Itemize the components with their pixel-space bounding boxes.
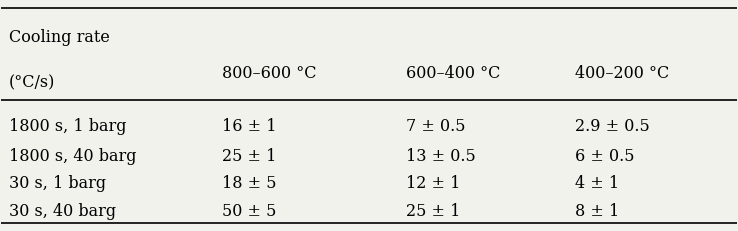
Text: 600–400 °C: 600–400 °C: [406, 65, 500, 82]
Text: 13 ± 0.5: 13 ± 0.5: [406, 148, 475, 165]
Text: 800–600 °C: 800–600 °C: [222, 65, 317, 82]
Text: (°C/s): (°C/s): [9, 74, 55, 91]
Text: 16 ± 1: 16 ± 1: [222, 119, 277, 135]
Text: 1800 s, 40 barg: 1800 s, 40 barg: [9, 148, 137, 165]
Text: 6 ± 0.5: 6 ± 0.5: [575, 148, 635, 165]
Text: 25 ± 1: 25 ± 1: [406, 203, 460, 220]
Text: 50 ± 5: 50 ± 5: [222, 203, 276, 220]
Text: 4 ± 1: 4 ± 1: [575, 176, 619, 192]
Text: 18 ± 5: 18 ± 5: [222, 176, 277, 192]
Text: 1800 s, 1 barg: 1800 s, 1 barg: [9, 119, 126, 135]
Text: 30 s, 1 barg: 30 s, 1 barg: [9, 176, 106, 192]
Text: 2.9 ± 0.5: 2.9 ± 0.5: [575, 119, 649, 135]
Text: 400–200 °C: 400–200 °C: [575, 65, 669, 82]
Text: 7 ± 0.5: 7 ± 0.5: [406, 119, 465, 135]
Text: 25 ± 1: 25 ± 1: [222, 148, 276, 165]
Text: 8 ± 1: 8 ± 1: [575, 203, 619, 220]
Text: Cooling rate: Cooling rate: [9, 29, 110, 46]
Text: 12 ± 1: 12 ± 1: [406, 176, 460, 192]
Text: 30 s, 40 barg: 30 s, 40 barg: [9, 203, 116, 220]
